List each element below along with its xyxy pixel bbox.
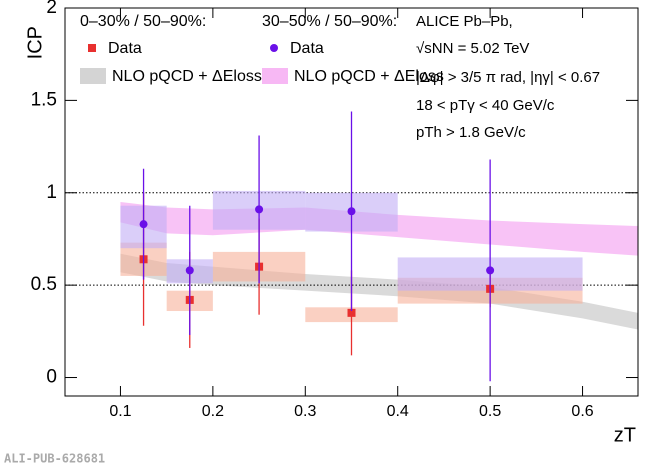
y-tick-label: 0 (46, 367, 57, 388)
header-text: |Δφ| > 3/5 π rad, |ηγ| < 0.67 (416, 69, 600, 86)
y-tick-label: 2 (46, 0, 57, 18)
header-text: 18 < pTγ < 40 GeV/c (416, 97, 555, 114)
x-tick-label: 0.6 (571, 403, 593, 420)
plot-frame (64, 7, 639, 397)
watermark: ALI-PUB-628681 (4, 452, 105, 466)
data-point (486, 266, 495, 275)
legend-swatch (262, 68, 288, 84)
header-text: ALICE Pb–Pb, (416, 13, 513, 30)
legend-marker (270, 44, 278, 52)
legend-label: Data (290, 40, 324, 57)
legend-label: NLO pQCD + ΔEloss (112, 68, 262, 85)
legend-group: 30–50% / 50–90%: (262, 13, 397, 30)
data-point (185, 266, 194, 275)
legend-group: 0–30% / 50–90%: (80, 13, 206, 30)
y-axis-label: ICP (24, 26, 46, 59)
x-tick-label: 0.3 (294, 403, 316, 420)
y-tick-label: 0.5 (31, 274, 57, 295)
legend-label: NLO pQCD + ΔEloss (294, 68, 444, 85)
y-tick-label: 1.5 (31, 89, 57, 110)
legend-marker (88, 44, 96, 52)
x-axis-label: zT (614, 424, 636, 446)
legend-label: Data (108, 40, 142, 57)
x-tick-label: 0.1 (109, 403, 131, 420)
x-tick-label: 0.4 (387, 403, 409, 420)
header-text: pTh > 1.8 GeV/c (416, 124, 526, 141)
header-text: √sNN = 5.02 TeV (416, 40, 529, 57)
data-point (347, 308, 356, 317)
x-tick-label: 0.2 (202, 403, 224, 420)
data-point (139, 220, 148, 229)
data-point (347, 207, 356, 216)
x-tick-label: 0.5 (479, 403, 501, 420)
data-point (255, 205, 264, 214)
y-tick-label: 1 (46, 182, 57, 203)
legend-swatch (80, 68, 106, 84)
